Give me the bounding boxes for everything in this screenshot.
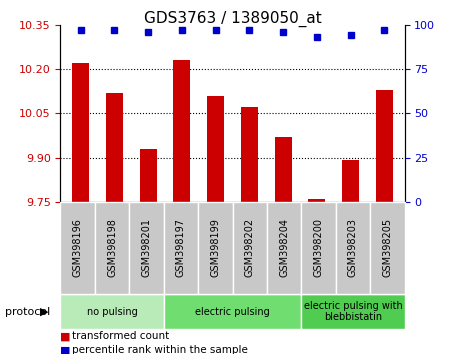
Bar (207, 96, 224, 202)
Text: GSM398201: GSM398201 (141, 218, 152, 277)
Text: GSM398203: GSM398203 (348, 218, 358, 277)
Text: ■: ■ (60, 346, 71, 354)
Text: GSM398204: GSM398204 (279, 218, 289, 277)
Text: electric pulsing: electric pulsing (195, 307, 270, 316)
Bar (241, 107, 258, 202)
Text: ▶: ▶ (40, 307, 48, 316)
Text: GSM398205: GSM398205 (382, 218, 392, 278)
Text: ■: ■ (60, 331, 71, 341)
Bar (308, 199, 326, 202)
Text: no pulsing: no pulsing (86, 307, 138, 316)
Bar (376, 90, 393, 202)
Text: percentile rank within the sample: percentile rank within the sample (72, 346, 248, 354)
Bar (173, 60, 190, 202)
Text: transformed count: transformed count (72, 331, 169, 341)
Bar (72, 63, 89, 202)
Text: GDS3763 / 1389050_at: GDS3763 / 1389050_at (144, 11, 321, 27)
Text: electric pulsing with
blebbistatin: electric pulsing with blebbistatin (304, 301, 402, 322)
Text: GSM398196: GSM398196 (73, 218, 83, 277)
Text: GSM398198: GSM398198 (107, 218, 117, 277)
Text: GSM398202: GSM398202 (245, 218, 255, 278)
Text: protocol: protocol (5, 307, 50, 316)
Bar (140, 149, 157, 202)
Bar (275, 137, 292, 202)
Text: GSM398197: GSM398197 (176, 218, 186, 277)
Text: GSM398200: GSM398200 (313, 218, 324, 277)
Text: GSM398199: GSM398199 (210, 218, 220, 277)
Bar (342, 160, 359, 202)
Bar (106, 93, 123, 202)
